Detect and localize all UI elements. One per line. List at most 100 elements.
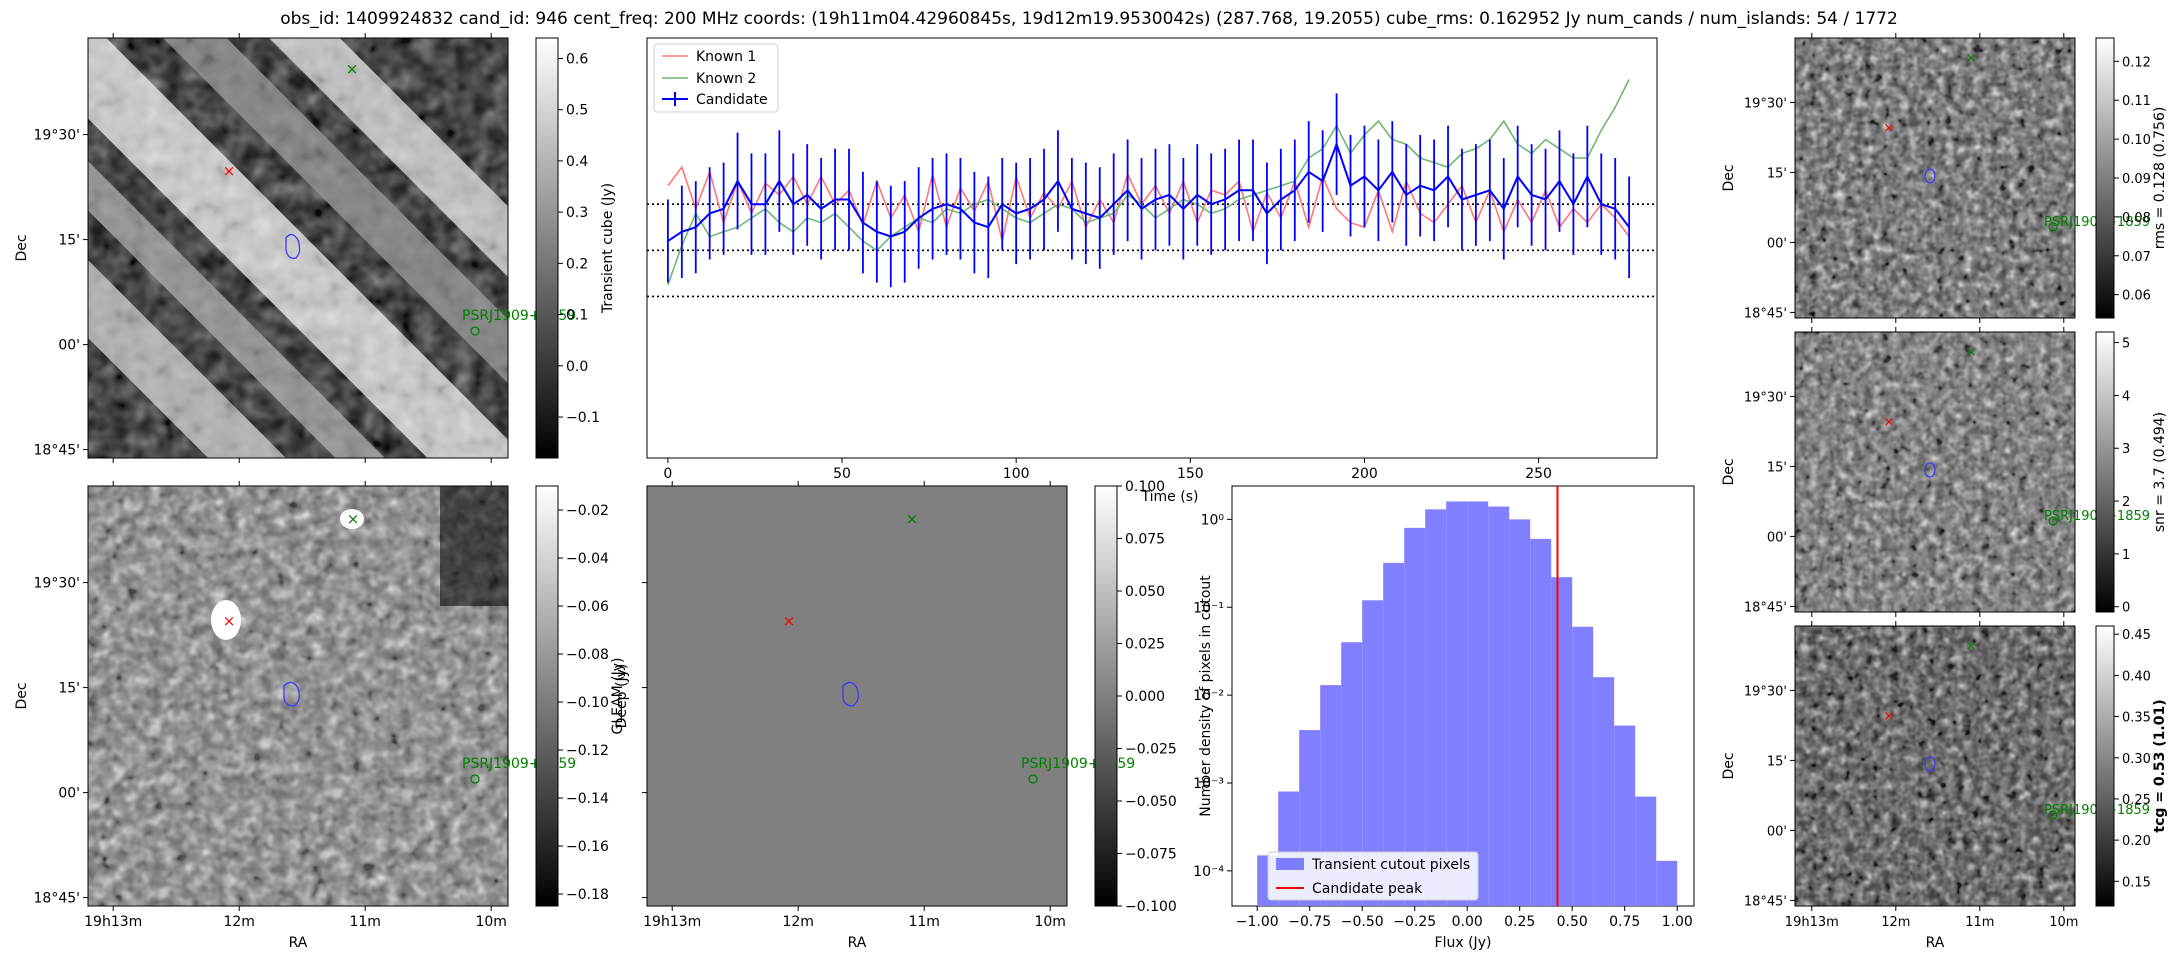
colorbar-label: Deep (Jy) (614, 664, 630, 729)
hist-x-tick-label: 0.25 (1504, 914, 1535, 930)
deep-image: × × PSRJ1909+1859 (87, 485, 576, 907)
dec-tick-label: 00' (58, 786, 80, 802)
dec-tick-label: 18°45' (1744, 600, 1787, 615)
snr-image: × × PSRJ1909+1859 (1794, 331, 2150, 613)
hist-y-tick-label: 10⁻³ (1193, 776, 1224, 792)
series-known-2 (667, 79, 1630, 286)
dec-axis-label: Dec (14, 234, 30, 261)
colorbar-label: rms = 0.128 (0.756) (2152, 107, 2168, 250)
pulsar-label: PSRJ1909+1859 (1021, 756, 1135, 772)
candidate-contour (285, 233, 301, 259)
dec-tick-label: 18°45' (34, 891, 80, 907)
ra-axis-label: RA (848, 935, 867, 951)
colorbar-tick-label: −0.04 (566, 551, 609, 567)
colorbar-tick-label: −0.08 (566, 647, 609, 663)
histogram-xlabel: Flux (Jy) (1435, 935, 1492, 951)
colorbar-tick-label: 0 (2122, 601, 2130, 616)
legend-candidate: Candidate (696, 92, 768, 108)
hist-x-tick-label: −1.00 (1236, 914, 1279, 930)
hist-bar (1404, 527, 1426, 906)
colorbars: 0.6 0.5 0.4 0.3 0.2 0.1 0.0 −0.1 Transient cube … (535, 37, 2168, 915)
colorbar-tick-label: 0.2 (566, 256, 588, 272)
hist-bar (1551, 577, 1573, 906)
legend-known1: Known 1 (696, 49, 756, 65)
colorbar (1094, 485, 1118, 907)
hist-bar (1467, 501, 1489, 906)
colorbar-tick-label: 0.15 (2122, 875, 2151, 890)
colorbar-tick-label: −0.14 (566, 791, 609, 807)
legend-peak: Candidate peak (1312, 881, 1423, 897)
image-axes: 19°30' 15' 00' 18°45' Dec 19°30' 15' 00' 18°45' D… (14, 33, 2078, 951)
colorbar-tick-label: 0.3 (566, 205, 588, 221)
colorbar (2095, 625, 2115, 907)
colorbar-tick-label: 0.35 (2122, 711, 2151, 726)
ra-tick-label: 11m (349, 914, 380, 930)
pulsar-marker (1028, 774, 1038, 784)
legend-hist-swatch (1276, 858, 1304, 870)
hist-bar (1509, 519, 1531, 906)
dec-tick-label: 00' (58, 338, 80, 354)
dec-tick-label: 18°45' (1744, 894, 1787, 909)
ra-tick-label: 12m (223, 914, 254, 930)
colorbar-tick-label: −0.18 (566, 887, 609, 903)
ra-tick-label: 11m (1965, 915, 1994, 930)
ra-tick-label: 12m (782, 914, 813, 930)
lightcurve-xlabel: Time (s) (1141, 489, 1199, 505)
dec-tick-label: 15' (1767, 166, 1787, 181)
pulsar-label: PSRJ1909+1859 (462, 756, 576, 772)
rms-image: × × PSRJ1909+1859 (1794, 37, 2150, 319)
ra-tick-label: 19h13m (643, 914, 701, 930)
colorbar (535, 485, 559, 907)
colorbar-tick-label: 1 (2122, 548, 2130, 563)
legend-hist: Transient cutout pixels (1311, 857, 1470, 873)
colorbar-tick-label: 0.30 (2122, 752, 2151, 767)
colorbar-tick-label: −0.025 (1125, 742, 1177, 758)
colorbar-tick-label: 5 (2122, 337, 2130, 352)
candidate-contour (842, 681, 859, 707)
dec-tick-label: 00' (1767, 824, 1787, 839)
lightcurve-legend: Known 1 Known 2 Candidate (653, 43, 779, 113)
dec-tick-label: 19°30' (1744, 684, 1787, 699)
colorbar-tick-label: 0.025 (1125, 637, 1165, 653)
colorbar-tick-label: 0.050 (1125, 584, 1165, 600)
ra-tick-label: 19h13m (84, 914, 142, 930)
candidate-marker: × (223, 612, 236, 630)
hist-bar (1362, 600, 1384, 906)
hist-x-tick-label: −0.75 (1288, 914, 1331, 930)
histogram-bars (1257, 486, 1678, 906)
dec-tick-label: 15' (1767, 460, 1787, 475)
lightcurve-x-ticks: 0 50 100 150 200 250 (663, 458, 1552, 482)
hist-bar (1383, 562, 1405, 906)
histogram-ylabel: Number density of pixels in cutout (1198, 575, 1214, 817)
hist-y-tick-label: 10⁻² (1193, 688, 1224, 704)
ra-tick-label: 12m (1881, 915, 1910, 930)
x-tick-label: 200 (1351, 466, 1378, 482)
histogram-legend: Transient cutout pixels Candidate peak (1267, 851, 1479, 901)
threshold-lines (647, 203, 1657, 298)
colorbar-tick-label: −0.06 (566, 599, 609, 615)
dec-tick-label: 18°45' (1744, 306, 1787, 321)
colorbar-tick-label: −0.16 (566, 839, 609, 855)
pulsar-marker (2048, 516, 2058, 526)
pulsar-marker (470, 326, 480, 336)
dec-tick-label: 19°30' (34, 128, 80, 144)
colorbar-tick-label: 0.07 (2122, 250, 2151, 265)
colorbar-tick-label: −0.12 (566, 743, 609, 759)
colorbar-tick-label: 0.25 (2122, 793, 2151, 808)
colorbar-tick-label: −0.10 (566, 695, 609, 711)
ra-tick-label: 10m (475, 914, 506, 930)
dec-tick-label: 15' (58, 681, 80, 697)
dec-axis-label: Dec (1721, 752, 1737, 779)
known-source-marker: × (347, 510, 360, 528)
known-source-marker: × (906, 510, 919, 528)
known-source-marker: × (1966, 51, 1977, 66)
dec-tick-label: 15' (1767, 754, 1787, 769)
colorbar-tick-label: 0.12 (2122, 55, 2151, 70)
colorbar-tick-label: 0.6 (566, 51, 588, 67)
colorbar-tick-label: 0.0 (566, 359, 588, 375)
known-source-marker: × (1966, 639, 1977, 654)
candidate-contour (1924, 462, 1936, 478)
colorbar-tick-label: 0.11 (2122, 94, 2151, 109)
candidate-marker: × (783, 612, 796, 630)
x-tick-label: 50 (833, 466, 851, 482)
